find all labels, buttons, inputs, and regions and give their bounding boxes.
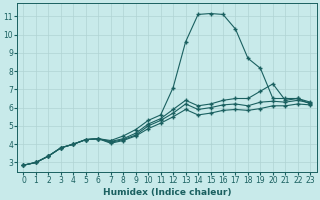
X-axis label: Humidex (Indice chaleur): Humidex (Indice chaleur): [103, 188, 231, 197]
